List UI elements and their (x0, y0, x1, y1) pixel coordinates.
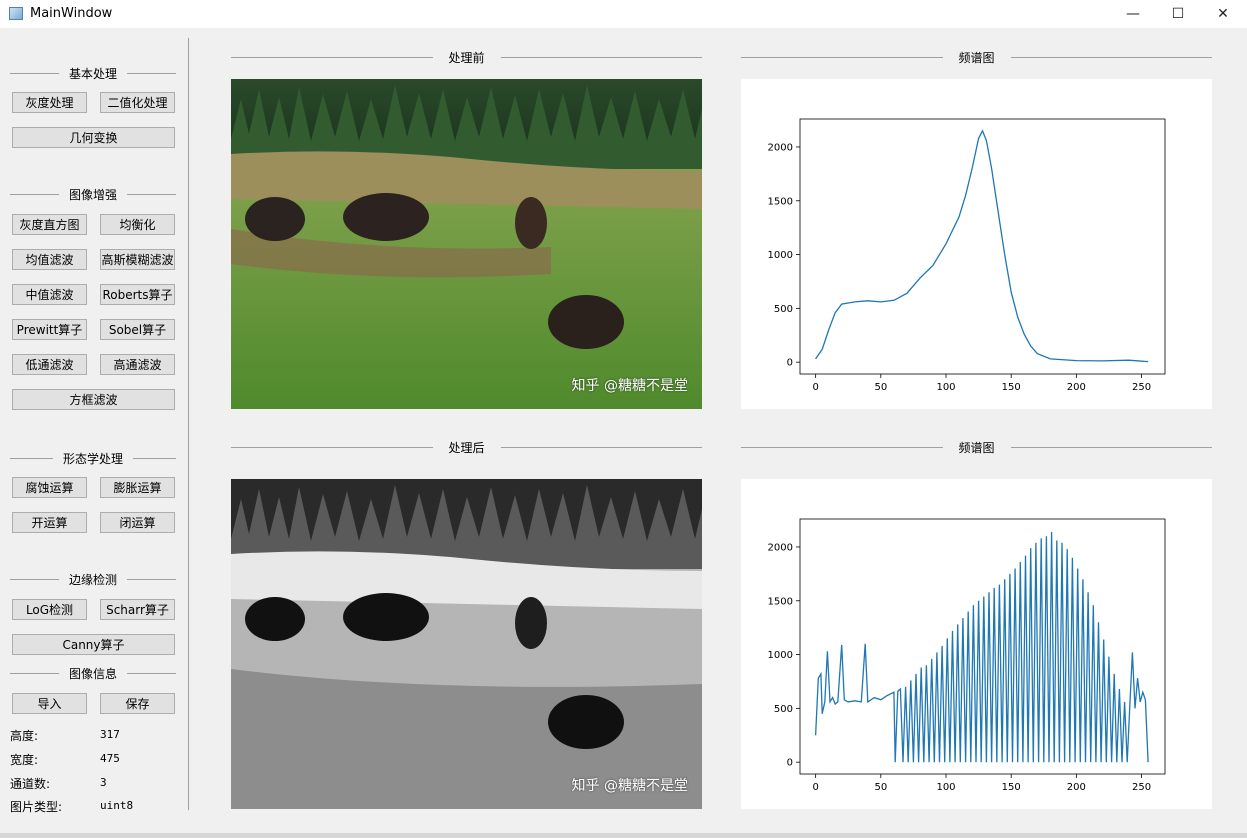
box-filter-button[interactable]: 方框滤波 (12, 389, 175, 410)
group-basic-title: 基本处理 (10, 66, 176, 81)
series-line-0 (815, 129, 1149, 363)
width-value: 475 (100, 752, 120, 765)
x-tick-label: 200 (1067, 382, 1086, 393)
before-title: 处理前 (231, 50, 702, 65)
gaussian-filter-button[interactable]: 高斯模糊滤波 (100, 249, 175, 270)
close-op-button[interactable]: 闭运算 (100, 512, 175, 533)
sidebar-divider (188, 38, 189, 810)
series-line-0 (814, 531, 1149, 763)
highpass-button[interactable]: 高通滤波 (100, 354, 175, 375)
spectrum-title-bottom: 频谱图 (741, 440, 1212, 455)
open-button[interactable]: 开运算 (12, 512, 87, 533)
x-tick-label: 100 (936, 782, 955, 793)
plot-frame (799, 518, 1166, 775)
x-tick-label: 200 (1067, 782, 1086, 793)
save-button[interactable]: 保存 (100, 693, 175, 714)
height-value: 317 (100, 728, 120, 741)
x-tick-label: 50 (874, 782, 887, 793)
import-button[interactable]: 导入 (12, 693, 87, 714)
maximize-button[interactable]: ☐ (1171, 6, 1185, 22)
group-morph-title: 形态学处理 (10, 451, 176, 466)
lowpass-button[interactable]: 低通滤波 (12, 354, 87, 375)
x-tick-label: 50 (874, 382, 887, 393)
y-tick-label: 1000 (768, 650, 793, 661)
x-tick-label: 100 (936, 382, 955, 393)
median-filter-button[interactable]: 中值滤波 (12, 284, 87, 305)
histogram-button[interactable]: 灰度直方图 (12, 214, 87, 235)
app-icon (9, 7, 23, 20)
watermark-bottom: 知乎 @糖糖不是堂 (571, 778, 688, 794)
dilate-button[interactable]: 膨胀运算 (100, 477, 175, 498)
watermark-top: 知乎 @糖糖不是堂 (571, 378, 688, 394)
y-tick-label: 0 (787, 758, 793, 769)
x-tick-label: 250 (1132, 782, 1151, 793)
group-enhance-title: 图像增强 (10, 187, 176, 202)
x-tick-label: 250 (1132, 382, 1151, 393)
channels-label: 通道数: (10, 777, 51, 791)
group-info-title: 图像信息 (10, 666, 176, 681)
plot-frame (799, 118, 1166, 375)
canny-button[interactable]: Canny算子 (12, 634, 175, 655)
channels-value: 3 (100, 776, 107, 789)
histogram-before-panel: 0 50 100 150 200 250 0 500 1000 1500 2000 (741, 79, 1212, 409)
y-tick-label: 0 (787, 358, 793, 369)
type-label: 图片类型: (10, 800, 63, 814)
y-tick-label: 2000 (768, 542, 793, 553)
sidebar (0, 28, 189, 838)
log-button[interactable]: LoG检测 (12, 599, 87, 620)
original-image: 知乎 @糖糖不是堂 (231, 79, 702, 409)
width-label: 宽度: (10, 753, 39, 767)
histogram-after-panel: 0 50 100 150 200 250 0 500 1000 1500 2000 (741, 479, 1212, 809)
y-tick-label: 1500 (768, 196, 793, 207)
processed-image: 知乎 @糖糖不是堂 (231, 479, 702, 809)
y-tick-label: 1000 (768, 250, 793, 261)
after-title: 处理后 (231, 440, 702, 455)
prewitt-button[interactable]: Prewitt算子 (12, 319, 87, 340)
gray-button[interactable]: 灰度处理 (12, 92, 87, 113)
geometry-button[interactable]: 几何变换 (12, 127, 175, 148)
spectrum-title-top: 频谱图 (741, 50, 1212, 65)
x-tick-label: 0 (812, 382, 818, 393)
erode-button[interactable]: 腐蚀运算 (12, 477, 87, 498)
scharr-button[interactable]: Scharr算子 (100, 599, 175, 620)
y-tick-label: 500 (774, 304, 793, 315)
sobel-button[interactable]: Sobel算子 (100, 319, 175, 340)
binary-button[interactable]: 二值化处理 (100, 92, 175, 113)
mean-filter-button[interactable]: 均值滤波 (12, 249, 87, 270)
histogram-after-chart: 0 50 100 150 200 250 0 500 1000 1500 2000 (768, 518, 1166, 793)
y-tick-label: 1500 (768, 596, 793, 607)
y-tick-label: 500 (774, 704, 793, 715)
height-label: 高度: (10, 729, 39, 743)
equalize-button[interactable]: 均衡化 (100, 214, 175, 235)
close-button[interactable]: ✕ (1217, 6, 1229, 22)
roberts-button[interactable]: Roberts算子 (100, 284, 175, 305)
y-tick-label: 2000 (768, 142, 793, 153)
x-tick-label: 150 (1002, 382, 1021, 393)
x-tick-label: 150 (1002, 782, 1021, 793)
window-title: MainWindow (30, 6, 113, 21)
type-value: uint8 (100, 799, 134, 812)
histogram-before-chart: 0 50 100 150 200 250 0 500 1000 1500 2000 (768, 118, 1166, 393)
title-bar: MainWindow — ☐ ✕ (0, 0, 1247, 28)
group-edge-title: 边缘检测 (10, 572, 176, 587)
window-bottom-border (0, 833, 1247, 838)
x-tick-label: 0 (812, 782, 818, 793)
minimize-button[interactable]: — (1126, 6, 1140, 22)
